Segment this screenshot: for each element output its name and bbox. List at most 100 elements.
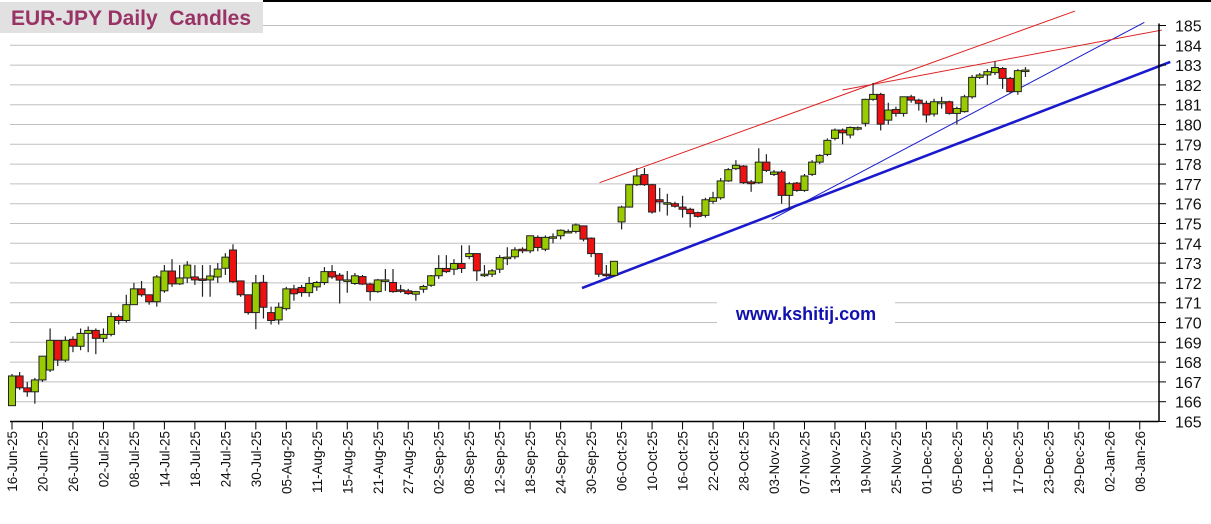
chart-title: EUR-JPY Daily Candles (11, 7, 252, 30)
candle (899, 96, 908, 117)
candle (175, 265, 184, 285)
candle-body-up (625, 184, 634, 208)
y-tick-label: 172 (1175, 276, 1202, 293)
x-tick-label: 11-Dec-25 (980, 431, 995, 493)
candle (510, 247, 519, 260)
x-tick-label: 26-Jun-25 (66, 431, 81, 492)
candle (289, 284, 298, 301)
candle-body-down (648, 184, 657, 213)
candle-body-up (785, 183, 794, 196)
y-tick-label: 175 (1175, 217, 1202, 234)
candle (800, 174, 809, 192)
candle-body-down (762, 161, 771, 171)
candle (762, 154, 771, 173)
x-tick-label: 18-Jul-25 (188, 431, 203, 487)
candle-body-up (952, 107, 961, 114)
candle (381, 269, 390, 291)
candle (770, 170, 778, 176)
candle-body-up (899, 96, 908, 114)
x-tick-label: 17-Dec-25 (1011, 431, 1026, 494)
candle-body-down (137, 288, 146, 296)
candle-body-up (213, 268, 222, 278)
candle (594, 253, 603, 277)
candle-body-up (990, 66, 999, 74)
candle-body-down (168, 270, 177, 285)
candle (30, 377, 39, 404)
y-tick-label: 165 (1175, 415, 1202, 432)
candle (99, 328, 108, 343)
x-tick-label: 22-Oct-25 (706, 431, 721, 491)
candle (68, 336, 77, 353)
candle (160, 265, 169, 293)
x-tick-label: 28-Oct-25 (737, 431, 752, 491)
x-tick-label: 08-Jul-25 (127, 431, 142, 487)
candle-body-up (206, 275, 215, 281)
x-tick-label: 18-Sep-25 (523, 431, 538, 494)
grid-lines (10, 25, 1159, 403)
candle (23, 381, 32, 397)
candle (549, 233, 558, 244)
candle-body-up (869, 93, 878, 100)
candle-body-up (846, 126, 855, 136)
candle (366, 282, 375, 301)
candle-body-up (251, 282, 260, 314)
candle (724, 168, 733, 182)
candle (213, 263, 222, 283)
candle-body-down (23, 387, 32, 393)
y-tick-label: 183 (1175, 58, 1202, 75)
candle-body-up (808, 161, 817, 175)
candle-body-up (46, 339, 55, 371)
y-tick-label: 174 (1175, 236, 1202, 253)
candle-body-down (472, 253, 481, 272)
candle (465, 245, 474, 260)
candle-body-down (389, 282, 397, 293)
candle (983, 69, 992, 85)
candle (122, 294, 131, 323)
candle-body-up (84, 329, 93, 334)
candle-body-down (1006, 77, 1015, 93)
candle (632, 168, 641, 186)
x-tick-label: 30-Jul-25 (249, 431, 264, 487)
candle-body-up (754, 161, 763, 184)
candle (518, 247, 527, 254)
x-tick-label: 06-Oct-25 (615, 431, 630, 491)
x-tick-label: 14-Jul-25 (157, 431, 172, 487)
candle (449, 259, 458, 275)
candle-body-up (556, 229, 565, 237)
candle (998, 67, 1007, 89)
candle (609, 260, 618, 277)
candle (922, 100, 931, 123)
candle-body-down (602, 273, 611, 277)
y-tick-label: 180 (1175, 118, 1202, 135)
candle (952, 106, 961, 125)
candle (434, 255, 443, 279)
candle (480, 265, 489, 277)
candle (282, 286, 291, 311)
candle-body-up (632, 175, 641, 186)
candle (198, 265, 207, 297)
candle-body-up (30, 379, 39, 393)
candle-body-down (190, 276, 199, 281)
y-tick-label: 177 (1175, 177, 1202, 194)
candle (244, 294, 253, 315)
candle (830, 128, 839, 141)
candle (274, 302, 283, 325)
candle (145, 294, 154, 305)
candle-body-down (236, 280, 245, 296)
candle-body-up (107, 316, 116, 335)
candle-body-down (655, 199, 664, 203)
trendline (842, 29, 1162, 91)
x-tick-label: 01-Dec-25 (919, 431, 934, 494)
candle (267, 306, 276, 325)
candle (846, 126, 855, 139)
candle (990, 61, 999, 75)
candle (541, 235, 550, 252)
y-tick-label: 167 (1175, 375, 1202, 392)
candle (869, 82, 878, 101)
x-tick-label: 13-Nov-25 (828, 431, 843, 494)
x-tick-label: 03-Nov-25 (767, 431, 782, 494)
trendline (771, 21, 1145, 220)
candle-body-up (305, 282, 314, 294)
candle (785, 181, 794, 210)
candle (930, 98, 939, 117)
